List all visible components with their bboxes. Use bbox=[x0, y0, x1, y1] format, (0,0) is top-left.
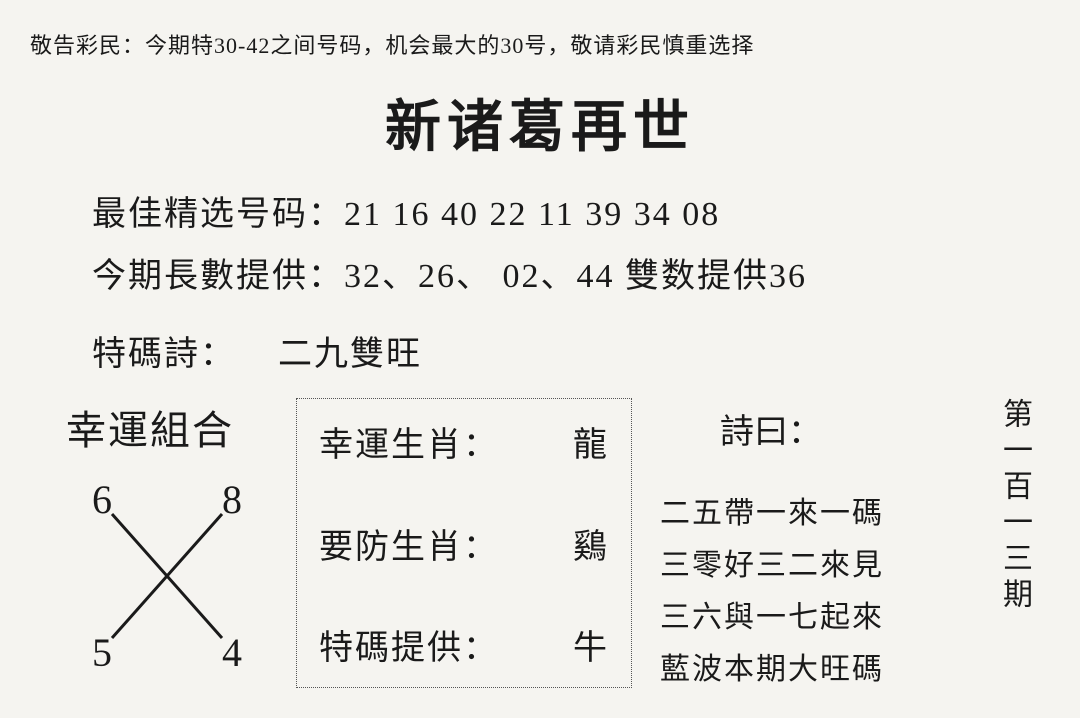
issue-number: 第一百一三期 bbox=[992, 398, 1036, 614]
special-poem-line: 特碼詩： 二九雙旺 bbox=[92, 326, 422, 375]
special-poem-label: 特碼詩： bbox=[92, 336, 236, 373]
lucky-zodiac-value: 龍 bbox=[573, 417, 609, 466]
best-pick-line: 最佳精选号码：21 16 40 22 11 39 34 08 bbox=[92, 186, 720, 235]
special-provide-label: 特碼提供： bbox=[319, 620, 499, 669]
special-provide-value: 牛 bbox=[573, 620, 609, 669]
long-numbers-line: 今期長數提供：32、26、 02、44 雙数提供36 bbox=[92, 248, 807, 297]
poem-line: 三六與一七起來 bbox=[660, 592, 884, 644]
lucky-row: 幸運生肖： 龍 bbox=[319, 417, 609, 466]
best-pick-numbers: 21 16 40 22 11 39 34 08 bbox=[344, 196, 720, 233]
lucky-combo-label: 幸運組合 bbox=[66, 398, 234, 456]
main-title: 新诸葛再世 bbox=[0, 82, 1080, 163]
beware-zodiac-label: 要防生肖： bbox=[319, 519, 499, 568]
best-pick-label: 最佳精选号码： bbox=[92, 196, 344, 233]
poem-line: 藍波本期大旺碼 bbox=[660, 644, 884, 696]
poem-header: 詩曰： bbox=[720, 404, 822, 453]
beware-zodiac-value: 鷄 bbox=[573, 519, 609, 568]
special-poem-value: 二九雙旺 bbox=[278, 336, 422, 373]
lucky-row: 特碼提供： 牛 bbox=[319, 620, 609, 669]
lucky-combo-graphic: 6 8 5 4 bbox=[72, 476, 262, 676]
long-numbers-label: 今期長數提供： bbox=[92, 258, 344, 295]
lucky-zodiac-box: 幸運生肖： 龍 要防生肖： 鷄 特碼提供： 牛 bbox=[296, 398, 632, 688]
x-cross-icon bbox=[104, 506, 230, 646]
double-value: 36 bbox=[769, 258, 807, 295]
lucky-zodiac-label: 幸運生肖： bbox=[319, 417, 499, 466]
long-numbers-values: 32、26、 02、44 bbox=[344, 258, 615, 295]
lucky-row: 要防生肖： 鷄 bbox=[319, 519, 609, 568]
double-label: 雙数提供 bbox=[625, 258, 769, 295]
top-notice: 敬告彩民：今期特30-42之间号码，机会最大的30号，敬请彩民慎重选择 bbox=[30, 28, 754, 60]
poem-line: 二五帶一來一碼 bbox=[660, 488, 884, 540]
poem-body: 二五帶一來一碼 三零好三二來見 三六與一七起來 藍波本期大旺碼 bbox=[660, 488, 884, 696]
poem-line: 三零好三二來見 bbox=[660, 540, 884, 592]
